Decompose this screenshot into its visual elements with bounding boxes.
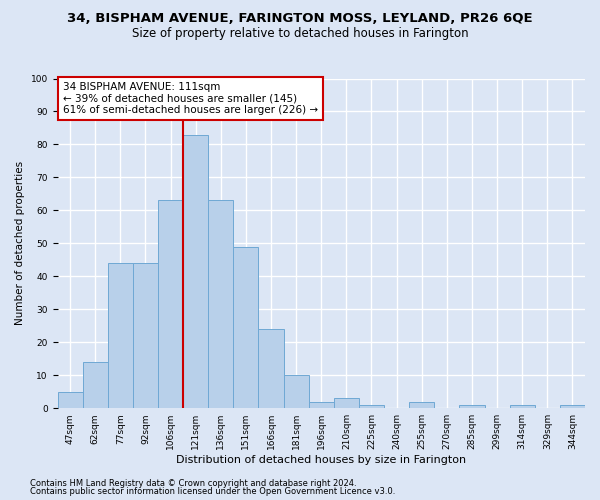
Bar [409, 402, 434, 408]
Bar [509, 405, 535, 408]
Bar [359, 405, 384, 408]
Text: 34 BISPHAM AVENUE: 111sqm
← 39% of detached houses are smaller (145)
61% of semi: 34 BISPHAM AVENUE: 111sqm ← 39% of detac… [63, 82, 318, 115]
Bar [259, 329, 284, 408]
Bar [183, 134, 208, 408]
Bar [560, 405, 585, 408]
Bar [460, 405, 485, 408]
Bar [233, 246, 259, 408]
Bar [334, 398, 359, 408]
Text: Contains HM Land Registry data © Crown copyright and database right 2024.: Contains HM Land Registry data © Crown c… [30, 478, 356, 488]
X-axis label: Distribution of detached houses by size in Farington: Distribution of detached houses by size … [176, 455, 466, 465]
Text: Contains public sector information licensed under the Open Government Licence v3: Contains public sector information licen… [30, 487, 395, 496]
Bar [133, 263, 158, 408]
Bar [58, 392, 83, 408]
Text: 34, BISPHAM AVENUE, FARINGTON MOSS, LEYLAND, PR26 6QE: 34, BISPHAM AVENUE, FARINGTON MOSS, LEYL… [67, 12, 533, 26]
Y-axis label: Number of detached properties: Number of detached properties [15, 162, 25, 326]
Bar [208, 200, 233, 408]
Text: Size of property relative to detached houses in Farington: Size of property relative to detached ho… [131, 28, 469, 40]
Bar [83, 362, 108, 408]
Bar [108, 263, 133, 408]
Bar [309, 402, 334, 408]
Bar [284, 375, 309, 408]
Bar [158, 200, 183, 408]
